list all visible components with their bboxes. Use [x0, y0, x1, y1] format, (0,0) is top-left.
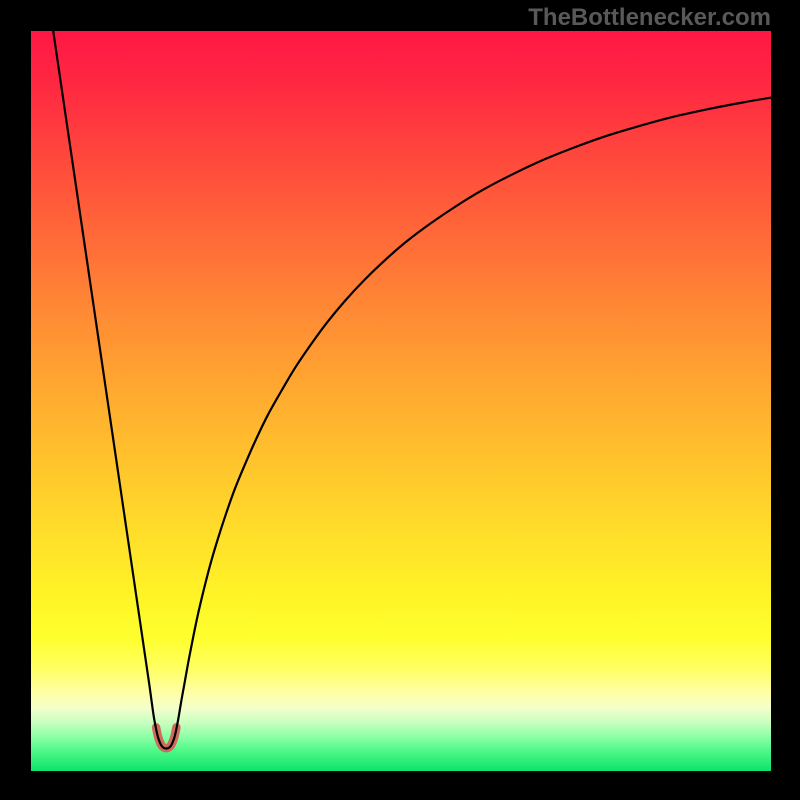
- curve-layer: [31, 31, 771, 771]
- plot-area: [31, 31, 771, 771]
- figure-frame: TheBottlenecker.com: [0, 0, 800, 800]
- watermark-text: TheBottlenecker.com: [528, 4, 771, 32]
- main-black-curve: [53, 31, 771, 749]
